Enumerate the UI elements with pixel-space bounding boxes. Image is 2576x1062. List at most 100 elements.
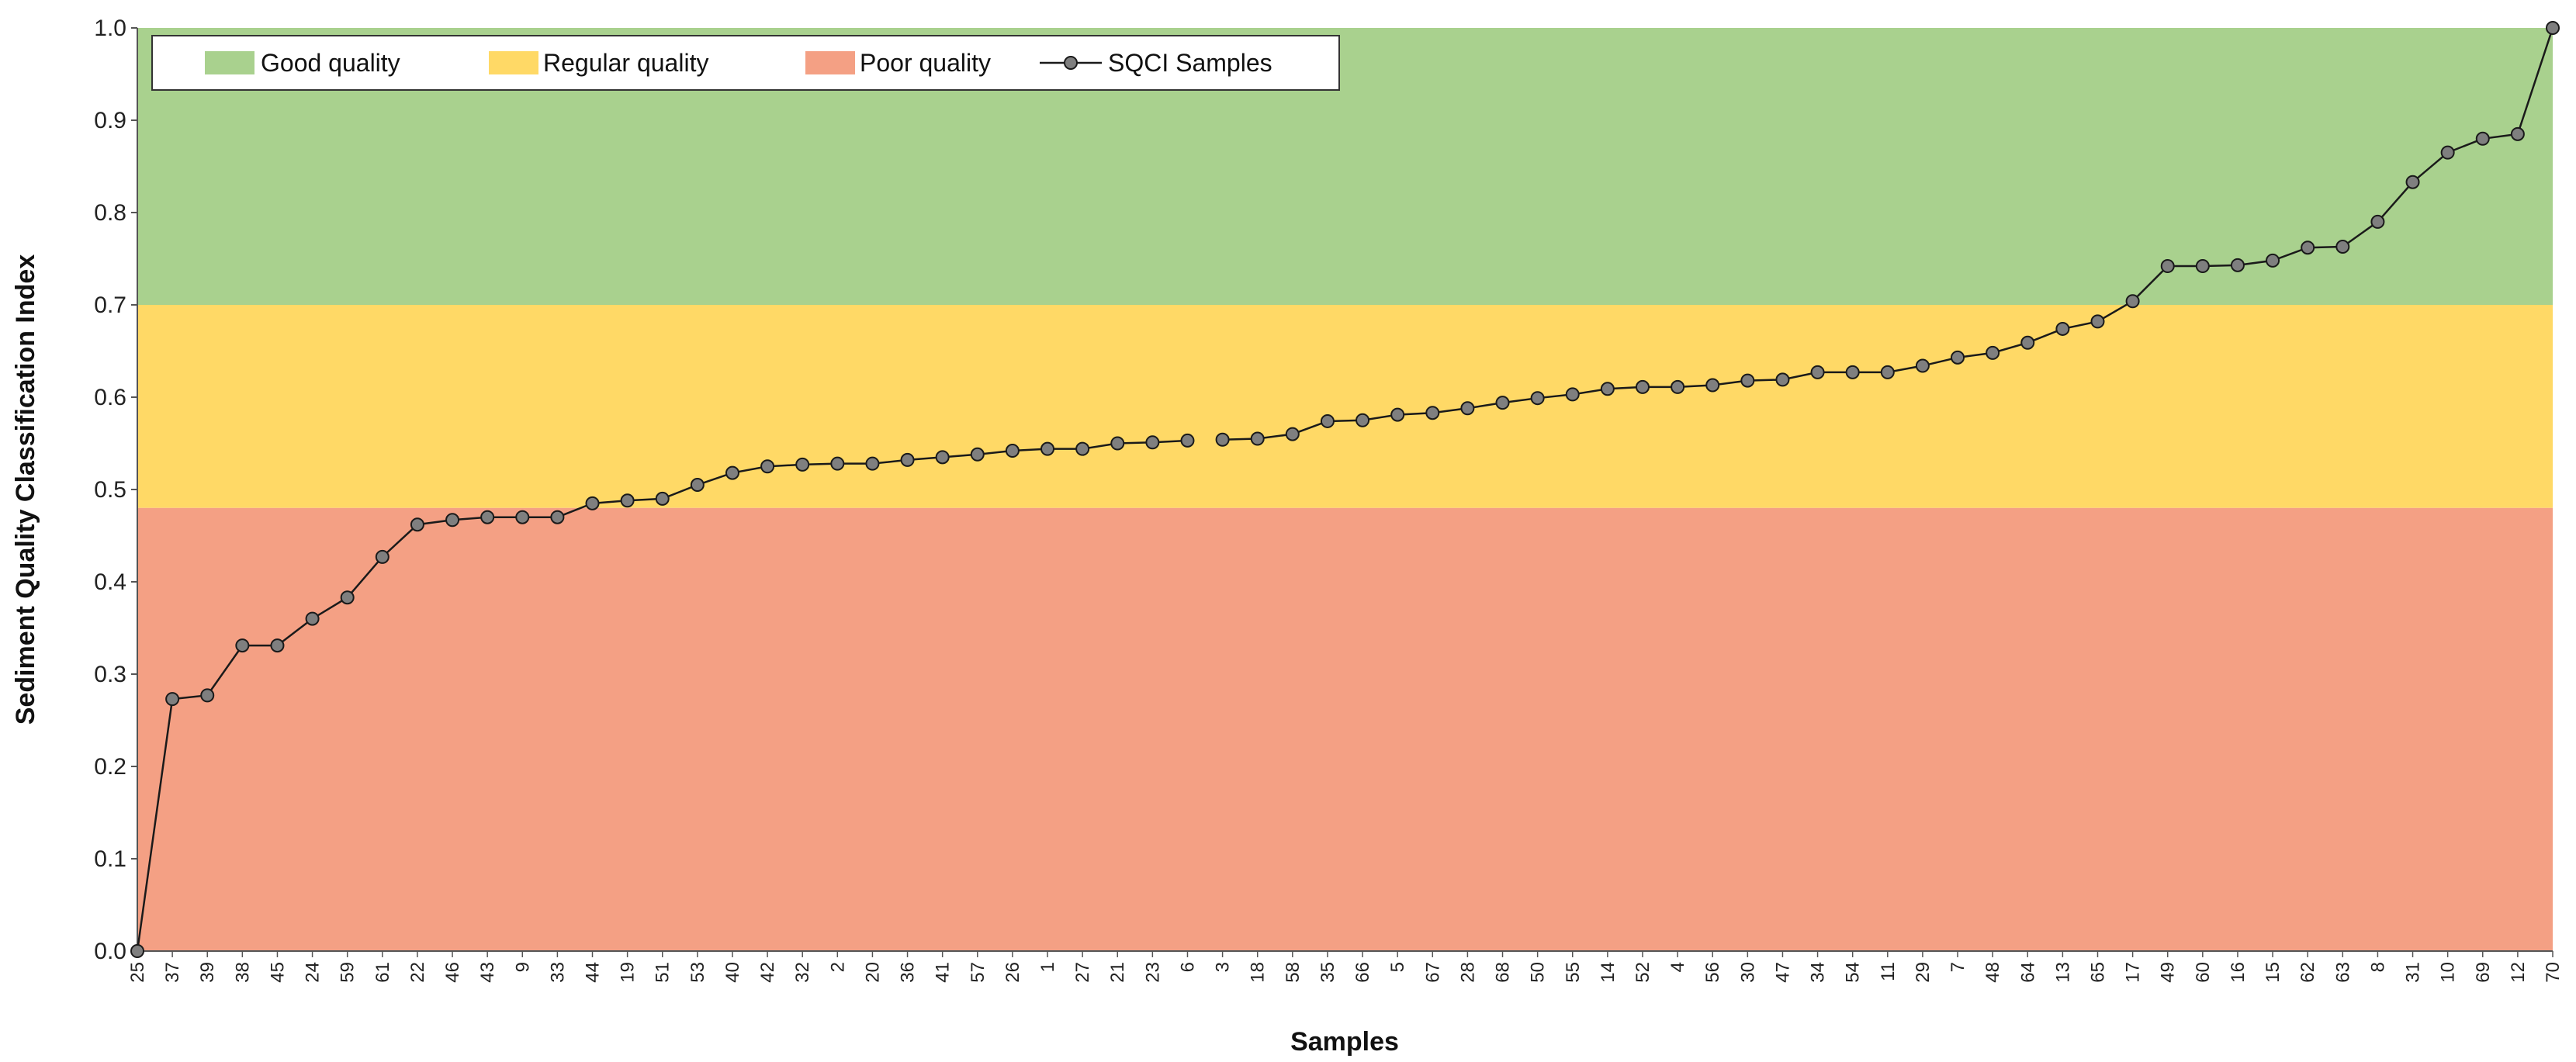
x-tick-label: 4 bbox=[1667, 962, 1688, 972]
x-tick-label: 21 bbox=[1107, 962, 1128, 983]
y-tick-label: 0.2 bbox=[94, 754, 126, 780]
x-tick-label: 8 bbox=[2367, 962, 2388, 972]
data-point-5 bbox=[1390, 407, 1405, 422]
x-tick-label: 39 bbox=[197, 962, 218, 983]
x-tick-label: 36 bbox=[898, 962, 919, 983]
data-point-46 bbox=[445, 513, 460, 528]
y-tick-label: 0.8 bbox=[94, 200, 126, 226]
x-tick-label: 52 bbox=[1633, 962, 1653, 983]
x-tick-label: 58 bbox=[1283, 962, 1304, 983]
x-tick-label: 48 bbox=[1982, 962, 2003, 983]
y-tick-label: 0.9 bbox=[94, 108, 126, 133]
data-point-70 bbox=[2546, 21, 2560, 35]
x-tick-label: 37 bbox=[162, 962, 183, 983]
data-point-24 bbox=[305, 611, 320, 626]
x-tick-label: 7 bbox=[1948, 962, 1968, 972]
y-tick-label: 0.3 bbox=[94, 662, 126, 687]
x-tick-label: 10 bbox=[2438, 962, 2459, 983]
x-tick-label: 28 bbox=[1457, 962, 1478, 983]
data-point-35 bbox=[1320, 413, 1335, 428]
x-tick-label: 41 bbox=[933, 962, 954, 983]
data-point-54 bbox=[1845, 365, 1860, 379]
data-point-39 bbox=[200, 688, 215, 703]
x-tick-label: 51 bbox=[653, 962, 673, 983]
x-tick-label: 69 bbox=[2473, 962, 2494, 983]
data-point-44 bbox=[585, 496, 600, 510]
x-tick-label: 19 bbox=[618, 962, 639, 983]
data-point-57 bbox=[970, 447, 985, 462]
data-point-3 bbox=[1215, 432, 1230, 447]
x-tick-label: 24 bbox=[303, 962, 324, 983]
data-point-66 bbox=[1356, 413, 1370, 427]
legend-swatch-good bbox=[205, 51, 254, 74]
data-point-8 bbox=[2370, 214, 2385, 229]
data-point-50 bbox=[1530, 391, 1545, 406]
legend-label-good: Good quality bbox=[261, 49, 400, 77]
y-tick-label: 0.4 bbox=[94, 569, 126, 595]
x-tick-label: 20 bbox=[862, 962, 883, 983]
y-tick-label: 0.1 bbox=[94, 846, 126, 872]
data-point-38 bbox=[235, 638, 250, 653]
x-tick-label: 66 bbox=[1352, 962, 1373, 983]
x-tick-label: 18 bbox=[1248, 962, 1269, 983]
data-point-1 bbox=[1040, 441, 1055, 456]
data-point-34 bbox=[1810, 365, 1825, 379]
data-point-55 bbox=[1565, 387, 1580, 402]
y-ticks: 0.0 0.1 0.2 0.3 0.4 0.5 0.6 0.7 0.8 0.9 1.0 bbox=[94, 16, 137, 964]
x-tick-label: 5 bbox=[1387, 962, 1408, 972]
x-tick-label: 47 bbox=[1772, 962, 1793, 983]
data-point-14 bbox=[1600, 382, 1615, 396]
data-point-32 bbox=[795, 457, 810, 472]
data-point-19 bbox=[620, 493, 635, 508]
x-tick-label: 65 bbox=[2087, 962, 2108, 983]
y-tick-label: 0.0 bbox=[94, 939, 126, 964]
data-point-23 bbox=[1145, 435, 1160, 450]
data-point-7 bbox=[1951, 350, 1965, 365]
x-ticks: 25 37 39 38 45 24 59 61 22 46 43 9 33 44 19 51 53 40 42 32 2… bbox=[127, 951, 2564, 983]
y-tick-label: 0.6 bbox=[94, 385, 126, 410]
data-point-41 bbox=[935, 450, 950, 465]
x-tick-label: 40 bbox=[722, 962, 743, 983]
y-tick-label: 0.7 bbox=[94, 292, 126, 318]
x-tick-label: 32 bbox=[792, 962, 813, 983]
data-point-42 bbox=[760, 459, 775, 474]
data-point-45 bbox=[270, 638, 285, 653]
y-tick-label: 0.5 bbox=[94, 477, 126, 503]
data-point-56 bbox=[1705, 378, 1720, 393]
x-tick-label: 55 bbox=[1563, 962, 1584, 983]
data-point-51 bbox=[655, 491, 670, 506]
data-point-43 bbox=[480, 510, 495, 524]
sqci-series bbox=[130, 21, 2560, 958]
data-point-63 bbox=[2335, 240, 2350, 254]
x-tick-label: 63 bbox=[2332, 962, 2353, 983]
data-point-58 bbox=[1285, 427, 1300, 441]
x-tick-label: 59 bbox=[338, 962, 358, 983]
x-tick-label: 27 bbox=[1072, 962, 1093, 983]
legend-label-regular: Regular quality bbox=[543, 49, 708, 77]
data-point-9 bbox=[515, 510, 530, 524]
legend-swatch-regular bbox=[489, 51, 538, 74]
data-point-31 bbox=[2405, 175, 2420, 189]
x-tick-label: 57 bbox=[968, 962, 989, 983]
data-point-13 bbox=[2055, 321, 2070, 336]
data-point-52 bbox=[1635, 379, 1650, 394]
x-tick-label: 60 bbox=[2193, 962, 2214, 983]
data-point-61 bbox=[375, 549, 390, 564]
x-tick-label: 14 bbox=[1598, 962, 1619, 983]
data-point-17 bbox=[2125, 294, 2140, 309]
legend-label-poor: Poor quality bbox=[860, 49, 991, 77]
x-tick-label: 26 bbox=[1002, 962, 1023, 983]
x-tick-label: 46 bbox=[442, 962, 463, 983]
x-tick-label: 29 bbox=[1913, 962, 1934, 983]
data-point-30 bbox=[1740, 373, 1755, 388]
x-tick-label: 49 bbox=[2158, 962, 2179, 983]
data-point-25 bbox=[130, 944, 144, 958]
x-tick-label: 70 bbox=[2543, 962, 2564, 983]
x-tick-label: 6 bbox=[1177, 962, 1198, 972]
data-point-62 bbox=[2301, 240, 2315, 255]
x-tick-label: 23 bbox=[1142, 962, 1163, 983]
data-point-22 bbox=[410, 517, 424, 532]
x-tick-label: 9 bbox=[512, 962, 533, 972]
data-point-15 bbox=[2266, 253, 2280, 268]
